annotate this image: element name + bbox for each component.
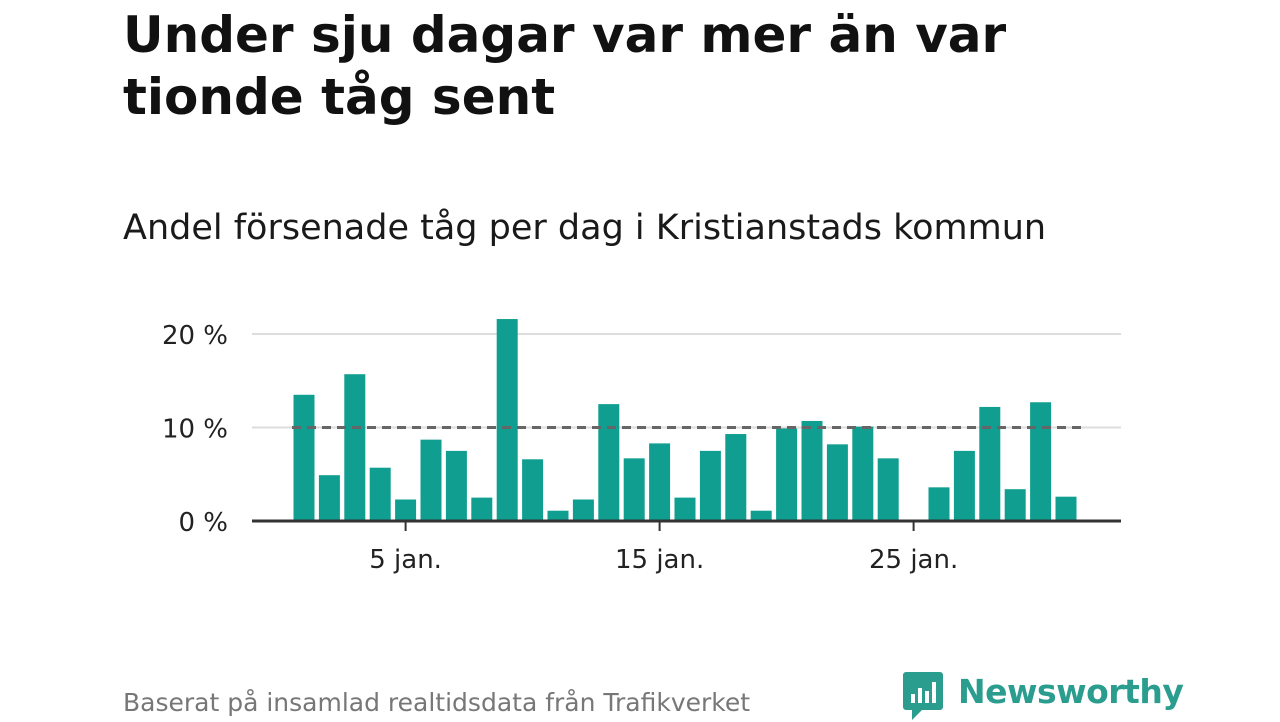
bars	[293, 319, 1077, 521]
bar-day-8	[471, 497, 493, 521]
bar-day-28	[979, 406, 1001, 521]
x-tick-label: 25 jan.	[869, 545, 958, 575]
brand-name: Newsworthy	[958, 672, 1184, 711]
bar-day-1	[293, 394, 315, 521]
chart-title: Under sju dagar var mer än var tionde tå…	[123, 6, 1007, 126]
bar-day-21	[801, 420, 823, 521]
bar-day-23	[852, 426, 874, 521]
bar-day-7	[445, 450, 467, 521]
bar-day-3	[344, 374, 366, 521]
bar-day-5	[395, 499, 417, 521]
y-tick-label: 20 %	[162, 321, 228, 351]
newsworthy-logo-icon	[903, 672, 943, 720]
bar-day-22	[826, 444, 848, 521]
bar-day-12	[572, 499, 594, 521]
bar-day-17	[699, 450, 721, 521]
bar-day-27	[953, 450, 975, 521]
bar-day-24	[877, 458, 899, 521]
axes: 0 % 10 % 20 % 5 jan. 15 jan. 25 jan.	[162, 321, 1121, 575]
bar-day-30	[1030, 402, 1052, 521]
source-note: Baserat på insamlad realtidsdata från Tr…	[123, 688, 751, 717]
bar-day-14	[623, 458, 645, 521]
bar-day-29	[1004, 489, 1026, 521]
bar-day-13	[598, 404, 620, 521]
bar-day-9	[496, 319, 518, 521]
bar-day-11	[547, 510, 569, 521]
y-tick-label: 0 %	[178, 508, 228, 538]
x-tick-label: 5 jan.	[369, 545, 442, 575]
bar-day-20	[776, 428, 798, 521]
bar-day-18	[725, 434, 747, 521]
bar-day-19	[750, 510, 772, 521]
bar-day-15	[649, 443, 671, 521]
bar-day-4	[369, 467, 391, 521]
bar-day-2	[318, 475, 340, 521]
x-tick-label: 15 jan.	[615, 545, 704, 575]
y-tick-label: 10 %	[162, 415, 228, 445]
bar-day-16	[674, 497, 696, 521]
bar-day-31	[1055, 496, 1077, 521]
bar-day-26	[928, 487, 950, 521]
chart-subtitle: Andel försenade tåg per dag i Kristianst…	[123, 208, 1047, 248]
bar-day-6	[420, 439, 442, 521]
bar-day-10	[522, 459, 544, 521]
